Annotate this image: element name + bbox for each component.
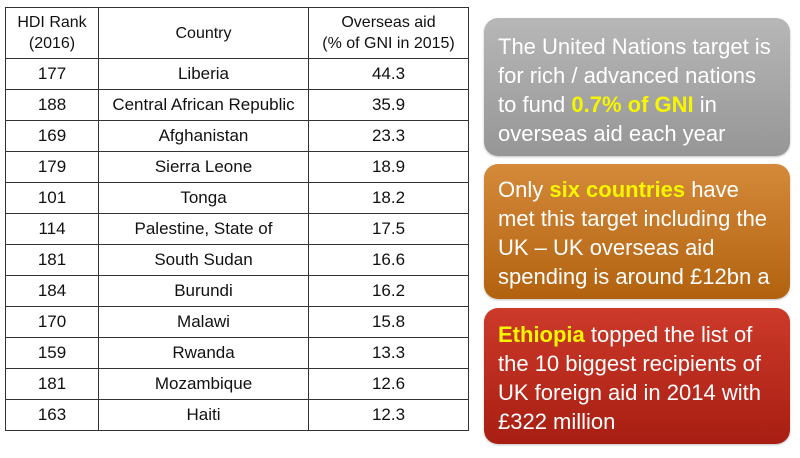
table-row: 101 Tonga 18.2 [5,182,469,214]
aid-cell: 12.3 [308,399,469,431]
country-cell: Mozambique [98,368,309,400]
table-row: 114 Palestine, State of 17.5 [5,213,469,245]
rank-cell: 184 [5,275,99,307]
country-cell: Sierra Leone [98,151,309,183]
header-overseas-aid: Overseas aid (% of GNI in 2015) [308,7,469,59]
callout-highlight: Ethiopia [498,322,585,347]
rank-cell: 114 [5,213,99,245]
country-cell: Tonga [98,182,309,214]
country-cell: Malawi [98,306,309,338]
header-hdi-rank-line1: HDI Rank [17,14,87,31]
un-target-callout: The United Nations target is for rich / … [484,18,790,156]
rank-cell: 163 [5,399,99,431]
table-row: 184 Burundi 16.2 [5,275,469,307]
aid-cell: 23.3 [308,120,469,152]
callout-text: The United Nations target is for rich / … [498,34,771,117]
callout-text: topped the list of the 10 biggest recipi… [498,322,761,434]
callout-text: have met this target including the UK – … [498,177,770,318]
table-row: 177 Liberia 44.3 [5,58,469,90]
aid-cell: 18.9 [308,151,469,183]
rank-cell: 188 [5,89,99,121]
country-cell: Rwanda [98,337,309,369]
table-row: 179 Sierra Leone 18.9 [5,151,469,183]
aid-cell: 35.9 [308,89,469,121]
callout-highlight: 0.7% of GNI [571,92,694,117]
table-row: 159 Rwanda 13.3 [5,337,469,369]
rank-cell: 101 [5,182,99,214]
rank-cell: 177 [5,58,99,90]
header-country-line1: Country [175,24,232,42]
table-row: 163 Haiti 12.3 [5,399,469,431]
header-aid-line2: (% of GNI in 2015) [322,35,455,52]
callout-highlight: six countries [549,177,686,202]
aid-cell: 13.3 [308,337,469,369]
rank-cell: 181 [5,244,99,276]
country-cell: Burundi [98,275,309,307]
rank-cell: 169 [5,120,99,152]
table-row: 188 Central African Republic 35.9 [5,89,469,121]
aid-cell: 16.6 [308,244,469,276]
table-row: 181 South Sudan 16.6 [5,244,469,276]
header-aid-line1: Overseas aid [341,14,436,31]
aid-cell: 17.5 [308,213,469,245]
callout-text: Only [498,177,550,202]
rank-cell: 170 [5,306,99,338]
ethiopia-callout: Ethiopia topped the list of the 10 bigge… [484,308,790,444]
country-cell: Liberia [98,58,309,90]
country-cell: South Sudan [98,244,309,276]
aid-cell: 15.8 [308,306,469,338]
country-cell: Central African Republic [98,89,309,121]
aid-table: HDI Rank (2016) Country Overseas aid (% … [5,7,469,431]
six-countries-callout: Only six countries have met this target … [484,164,790,318]
rank-cell: 159 [5,337,99,369]
callout-text: in overseas aid each year [498,92,726,146]
table-row: 181 Mozambique 12.6 [5,368,469,400]
country-cell: Palestine, State of [98,213,309,245]
rank-cell: 179 [5,151,99,183]
rank-cell: 181 [5,368,99,400]
table-header-row: HDI Rank (2016) Country Overseas aid (% … [5,7,469,59]
header-hdi-rank-line2: (2016) [28,35,76,52]
aid-cell: 16.2 [308,275,469,307]
header-country: Country [98,7,309,59]
table-row: 169 Afghanistan 23.3 [5,120,469,152]
table-row: 170 Malawi 15.8 [5,306,469,338]
aid-cell: 18.2 [308,182,469,214]
header-hdi-rank: HDI Rank (2016) [5,7,99,59]
aid-cell: 44.3 [308,58,469,90]
aid-cell: 12.6 [308,368,469,400]
country-cell: Afghanistan [98,120,309,152]
country-cell: Haiti [98,399,309,431]
